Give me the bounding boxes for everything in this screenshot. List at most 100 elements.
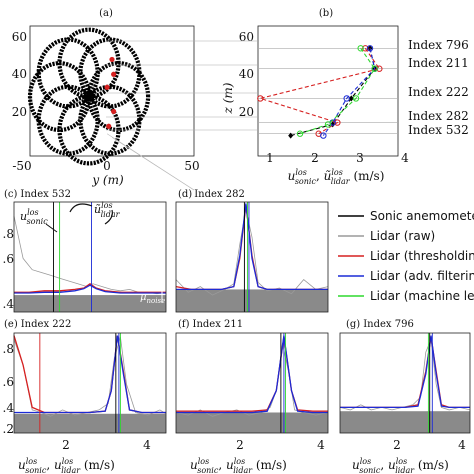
panel-c-ann-lidar-u: ũ <box>94 203 101 216</box>
profile-point <box>343 95 350 102</box>
profile-line <box>258 47 381 135</box>
profile-point <box>352 95 360 102</box>
index-connector-lines <box>106 40 258 131</box>
panel-f-label: (f) Index 211 <box>178 319 243 330</box>
index-label-211: Index 211 <box>408 56 469 70</box>
profile-point <box>320 132 327 139</box>
panel-c-arrow-lidar <box>69 203 93 213</box>
panel-c-ytick-8: .8 <box>3 227 14 241</box>
bottom-xlabel-right: ulos sonic, ulos lidar (m/s) <box>352 457 449 474</box>
panel-c-ytick-4: .4 <box>3 297 15 311</box>
panel-g-label: (g) Index 796 <box>346 319 414 330</box>
panel-c-ann-lidar-sub: lidar <box>101 210 121 219</box>
panel-f <box>175 332 329 434</box>
panel-f-xtick-4: 4 <box>317 438 325 452</box>
profile-line <box>322 48 376 136</box>
panel-d-label: (d) Index 282 <box>178 189 245 200</box>
profile-point <box>348 95 354 102</box>
bottom-xlabel-mid-sup2: los <box>234 457 245 466</box>
panel-b-ytick-40: 40 <box>239 67 254 81</box>
panel-e <box>13 332 167 434</box>
panel-a-scan-pattern <box>27 27 195 191</box>
profile-point <box>371 65 378 72</box>
panel-b-xtick-1: 1 <box>266 151 274 165</box>
series-line <box>339 339 471 411</box>
panel-b-xtick-2: 2 <box>311 151 319 165</box>
bottom-xlabel-right-u: u <box>352 458 360 472</box>
bottom-xlabel-left-sub1: sonic <box>25 466 47 474</box>
highlight-point <box>106 123 112 129</box>
bottom-xlabel-right-unit: (m/s) <box>414 458 449 472</box>
profile-point <box>376 65 383 72</box>
series-line <box>13 335 166 414</box>
profile-point <box>362 45 369 52</box>
profile-point <box>324 121 332 128</box>
panel-e-index: Index 222 <box>21 319 72 330</box>
bottom-xlabel-right-sup: los <box>360 457 371 466</box>
panel-c-arrow-sonic <box>45 223 58 233</box>
bottom-xlabel-mid-sub1: sonic <box>197 466 219 474</box>
panel-e-ytick-8: .8 <box>3 342 14 356</box>
panel-g-xtick-2: 2 <box>393 438 401 452</box>
panel-g-label-letter: (g) <box>346 319 360 330</box>
scan-circle <box>78 84 142 156</box>
profile-point <box>334 119 341 126</box>
profile-point <box>296 130 304 137</box>
series-line <box>340 336 470 409</box>
bottom-xlabel-mid-unit: (m/s) <box>252 458 287 472</box>
panel-frame <box>339 332 471 434</box>
index-label-222: Index 222 <box>408 85 469 99</box>
panel-frame <box>175 201 329 313</box>
profile-point <box>366 45 374 52</box>
profile-line <box>299 47 376 135</box>
profile-point <box>357 45 364 52</box>
panel-a-xtick-50: 50 <box>184 159 199 173</box>
panel-b-xtick-4: 4 <box>401 151 409 165</box>
panel-b-xlabel-u: u <box>288 169 296 183</box>
bottom-xlabel-mid-sub2: lidar <box>233 466 253 474</box>
panel-label-a: (a) <box>99 8 113 19</box>
panel-b-ytick-20: 20 <box>239 105 254 119</box>
noise-floor <box>14 295 166 312</box>
highlight-point <box>109 56 115 63</box>
bottom-xlabel-left-sub2: lidar <box>61 466 81 474</box>
panel-c-ytick-6: .6 <box>3 252 14 266</box>
bottom-xlabel-left-sup2: los <box>62 457 73 466</box>
series-line <box>175 204 328 291</box>
panel-e-xtick-4: 4 <box>143 438 151 452</box>
series-line <box>14 284 166 294</box>
panel-d <box>175 201 329 313</box>
panel-c-ann-lidar-sup: los <box>101 201 112 210</box>
noise-floor <box>176 412 328 433</box>
legend-label: Lidar (thresholding) <box>370 249 474 263</box>
index-label-282: Index 282 <box>408 109 469 123</box>
panel-c-label-letter: (c) <box>4 189 18 200</box>
panel-f-index: Index 211 <box>193 319 244 330</box>
panel-b-xlabel-sup2: los <box>331 168 342 177</box>
index-label-532: Index 532 <box>408 123 469 137</box>
panel-d-label-letter: (d) <box>178 189 192 200</box>
panel-a-xtick-neg50: -50 <box>12 159 31 173</box>
bottom-xlabel-mid-u: u <box>190 458 198 472</box>
panel-a-xtick-0: 0 <box>103 159 111 173</box>
panel-c <box>13 201 167 313</box>
bottom-xlabel-left-sup: los <box>26 457 37 466</box>
noise-floor <box>176 289 328 312</box>
panel-c-ann-noise-mu: μ <box>140 292 147 303</box>
scan-circle <box>36 84 100 156</box>
bottom-xlabel-mid-sep: , <box>218 458 226 472</box>
panel-c-arrow-lidar2 <box>104 209 113 225</box>
noise-floor <box>340 411 470 433</box>
bottom-xlabel-right-sub2: lidar <box>395 466 415 474</box>
bottom-xlabel-mid-u2: u <box>226 458 234 472</box>
panel-c-ann-noise-sub: noise <box>147 297 166 305</box>
panel-g-index: Index 796 <box>363 319 414 330</box>
bottom-xlabel-mid: ulos sonic, ulos lidar (m/s) <box>190 457 287 474</box>
panel-b-xlabel: ulos sonic, ũlos lidar (m/s) <box>288 168 385 186</box>
panel-a-ytick-20: 20 <box>12 105 27 119</box>
panel-e-xtick-2: 2 <box>62 438 70 452</box>
bottom-xlabel-left: ulos sonic, ulos lidar (m/s) <box>18 457 115 474</box>
bottom-xlabel-right-u2: u <box>388 458 396 472</box>
profile-point <box>367 45 373 52</box>
